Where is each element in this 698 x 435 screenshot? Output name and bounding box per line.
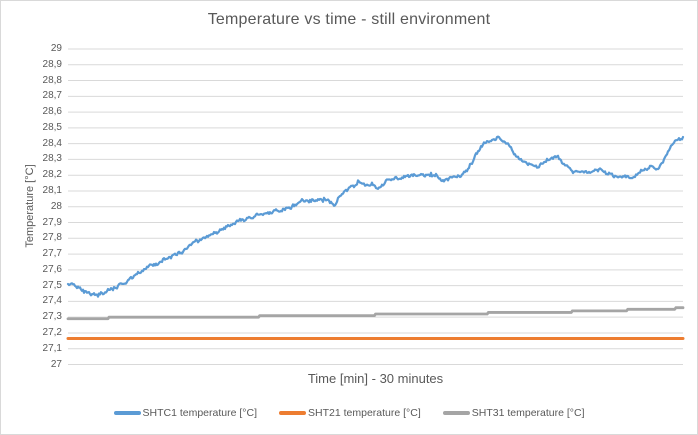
series-line-sht31[interactable]	[66, 306, 685, 321]
legend-item-sht31[interactable]: SHT31 temperature [°C]	[442, 407, 585, 419]
series-line-shtc1[interactable]	[66, 135, 685, 298]
legend-label-sht21: SHT21 temperature [°C]	[308, 407, 421, 419]
chart-legend: SHTC1 temperature [°C] SHT21 temperature …	[1, 407, 697, 419]
legend-item-sht21[interactable]: SHT21 temperature [°C]	[279, 407, 421, 419]
legend-label-sht31: SHT31 temperature [°C]	[471, 407, 585, 419]
legend-swatch-sht31	[442, 411, 470, 415]
x-axis-title: Time [min] - 30 minutes	[307, 371, 444, 386]
legend-item-shtc1[interactable]: SHTC1 temperature [°C]	[113, 407, 258, 419]
legend-label-shtc1: SHTC1 temperature [°C]	[142, 407, 258, 419]
y-axis-title: Temperature [°C]	[24, 164, 36, 248]
legend-swatch-sht21	[279, 411, 306, 415]
legend-swatch-shtc1	[113, 411, 141, 415]
chart-title: Temperature vs time - still environment	[207, 11, 491, 28]
